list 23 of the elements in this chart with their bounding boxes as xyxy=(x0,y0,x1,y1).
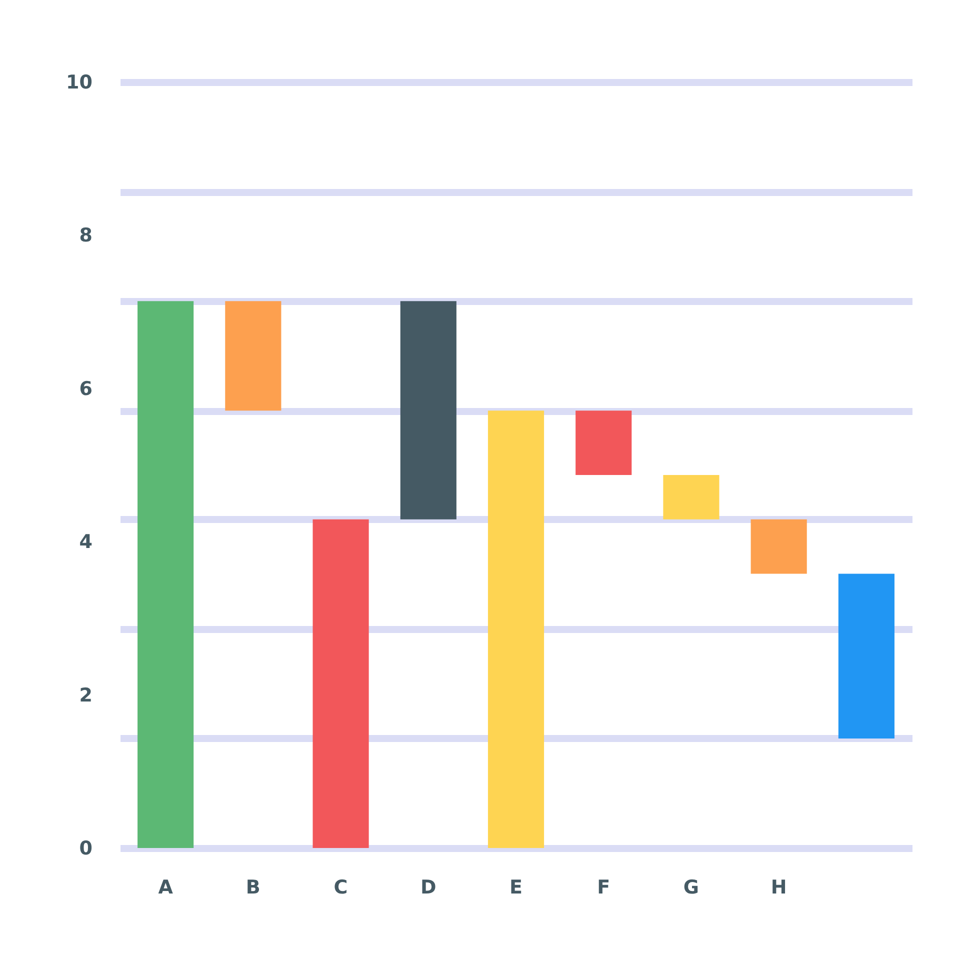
bar xyxy=(838,574,894,738)
y-tick-label: 0 xyxy=(79,838,92,860)
x-tick-label: D xyxy=(420,876,436,898)
x-tick-label: A xyxy=(158,876,174,898)
x-tick-label: C xyxy=(334,876,348,898)
bar xyxy=(138,301,194,848)
y-tick-label: 2 xyxy=(79,684,92,706)
x-tick-label: E xyxy=(510,876,522,898)
bar xyxy=(488,410,544,848)
y-tick-label: 4 xyxy=(79,531,92,554)
x-tick-label: F xyxy=(597,876,610,898)
bar xyxy=(663,474,720,520)
y-tick-label: 8 xyxy=(79,224,92,247)
x-tick-label: H xyxy=(770,876,787,898)
x-tick-label: G xyxy=(683,876,700,898)
bar xyxy=(400,301,456,520)
bar xyxy=(312,519,369,848)
y-tick-label: 10 xyxy=(66,72,92,94)
x-tick-label: B xyxy=(246,876,260,898)
bar xyxy=(750,519,807,574)
y-tick-label: 6 xyxy=(79,378,92,400)
bar xyxy=(225,301,282,411)
bar xyxy=(576,410,632,475)
